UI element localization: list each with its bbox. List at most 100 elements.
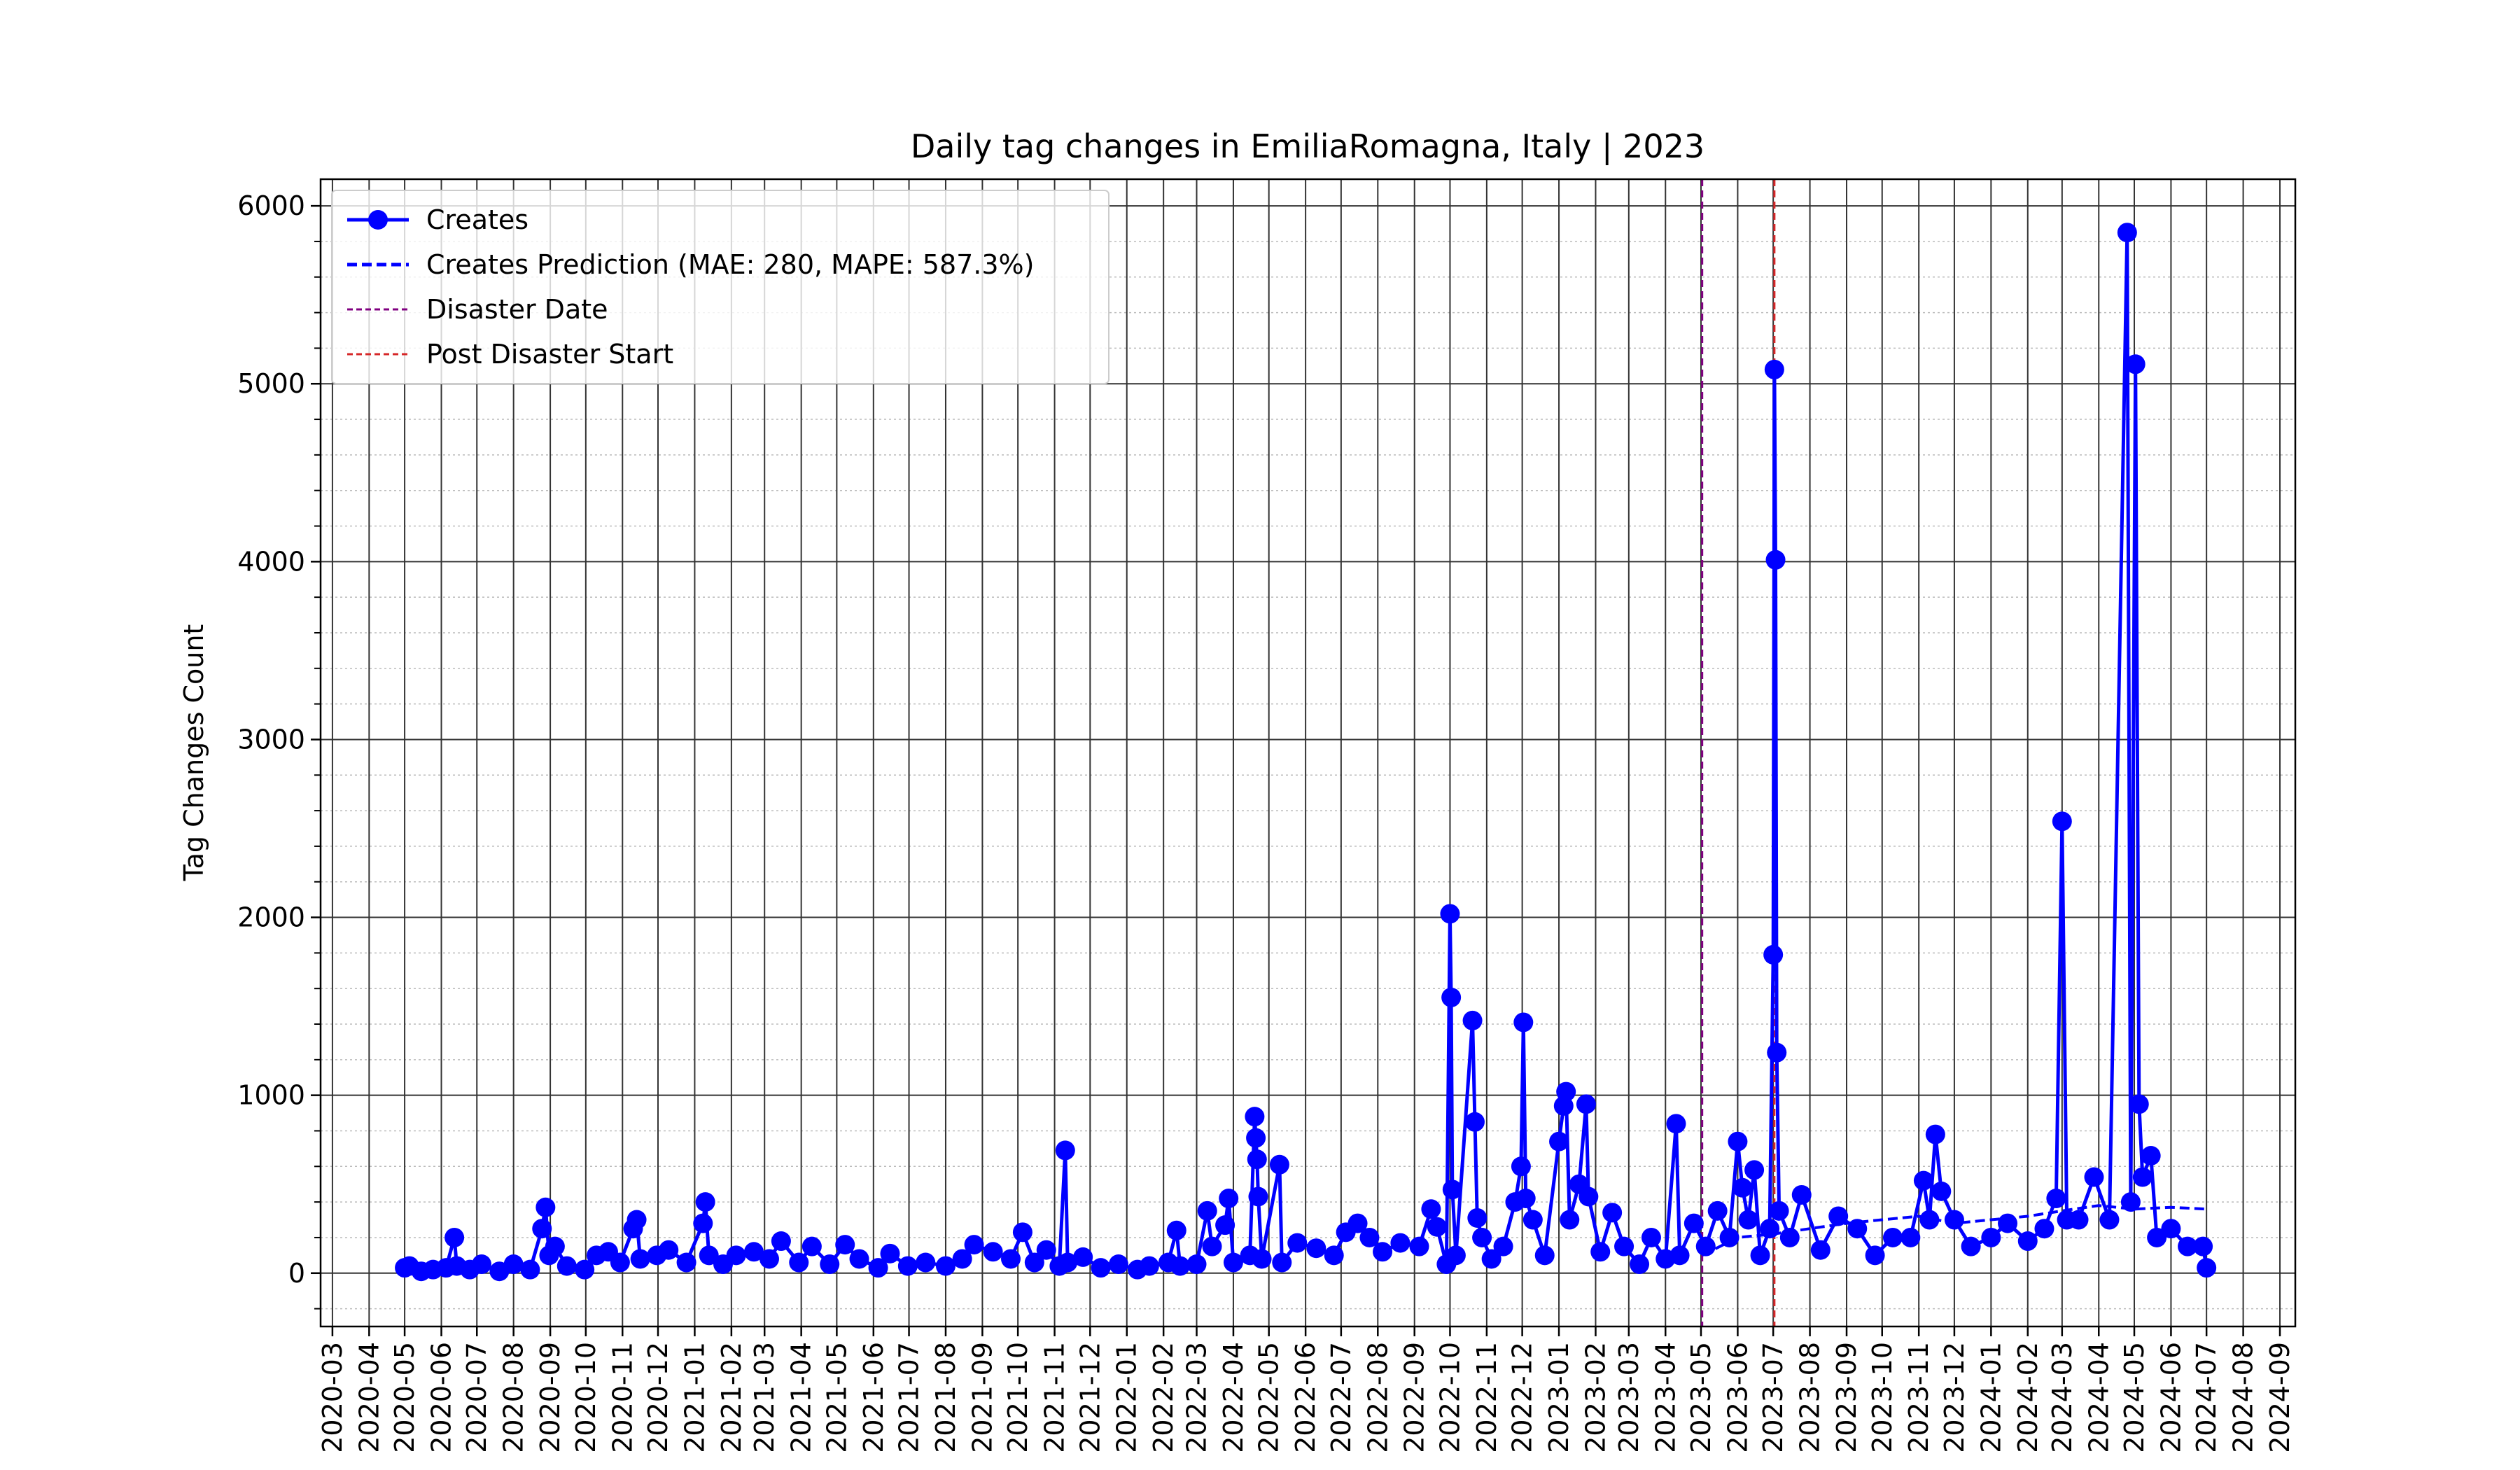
x-tick-label: 2021-12 — [1074, 1342, 1105, 1453]
data-point — [1719, 1227, 1740, 1247]
data-point — [1467, 1208, 1488, 1228]
x-tick-label: 2021-08 — [930, 1342, 961, 1453]
data-point — [2141, 1146, 2161, 1166]
data-point — [743, 1242, 764, 1262]
data-point — [1219, 1189, 1239, 1209]
x-tick-label: 2024-07 — [2191, 1342, 2222, 1453]
data-point — [2117, 223, 2137, 243]
data-point — [1306, 1238, 1326, 1259]
data-point — [2161, 1219, 2181, 1239]
data-point — [1767, 1042, 1787, 1063]
x-tick-label: 2022-03 — [1182, 1342, 1212, 1453]
data-point — [693, 1213, 713, 1233]
data-point — [1359, 1227, 1380, 1247]
data-point — [1919, 1210, 1940, 1230]
data-point — [1272, 1252, 1292, 1273]
data-point — [1728, 1131, 1748, 1152]
data-point — [1390, 1233, 1410, 1253]
data-point — [726, 1245, 746, 1266]
x-tick-label: 2024-09 — [2264, 1342, 2295, 1453]
data-point — [2046, 1189, 2066, 1209]
data-point — [1197, 1200, 1217, 1221]
data-point — [1511, 1156, 1531, 1177]
x-tick-label: 2021-03 — [749, 1342, 780, 1453]
x-tick-label: 2024-05 — [2119, 1342, 2150, 1453]
y-axis-label: Tag Changes Count — [178, 624, 209, 882]
x-tick-label: 2020-07 — [461, 1342, 492, 1453]
data-point — [1828, 1206, 1849, 1226]
x-tick-label: 2023-07 — [1758, 1342, 1788, 1453]
data-point — [1961, 1236, 1981, 1256]
x-tick-label: 2022-10 — [1434, 1342, 1465, 1453]
data-point — [835, 1235, 855, 1255]
data-point — [1684, 1213, 1704, 1233]
data-point — [610, 1252, 630, 1273]
x-tick-label: 2021-06 — [858, 1342, 889, 1453]
data-point — [1944, 1210, 1964, 1230]
data-point — [1247, 1149, 1267, 1170]
data-point — [1602, 1203, 1623, 1223]
data-point — [1000, 1249, 1021, 1269]
data-point — [2193, 1236, 2213, 1256]
x-tick-label: 2022-06 — [1290, 1342, 1321, 1453]
x-tick-label: 2021-11 — [1040, 1342, 1070, 1453]
data-point — [1427, 1217, 1447, 1237]
data-point — [1560, 1210, 1580, 1230]
data-point — [1186, 1254, 1207, 1275]
data-point — [1409, 1236, 1429, 1256]
x-tick-label: 2020-12 — [643, 1342, 673, 1453]
x-tick-label: 2022-02 — [1148, 1342, 1179, 1453]
data-point — [1630, 1254, 1650, 1275]
data-point — [1764, 359, 1784, 379]
data-point — [1769, 1200, 1789, 1221]
data-point — [1139, 1256, 1159, 1276]
x-tick-label: 2020-09 — [535, 1342, 566, 1453]
x-tick-label: 2022-05 — [1254, 1342, 1284, 1453]
y-tick-label: 5000 — [237, 368, 305, 399]
data-point — [1750, 1245, 1770, 1266]
data-point — [695, 1192, 715, 1212]
data-point — [1641, 1227, 1661, 1247]
data-point — [880, 1243, 900, 1264]
data-point — [1900, 1227, 1921, 1247]
x-tick-label: 2024-02 — [2012, 1342, 2043, 1453]
x-tick-label: 2020-06 — [426, 1342, 457, 1453]
data-point — [1732, 1177, 1753, 1198]
chart-title: Daily tag changes in EmiliaRomagna, Ital… — [911, 127, 1704, 166]
data-point — [1810, 1240, 1830, 1260]
x-tick-label: 2022-08 — [1362, 1342, 1393, 1453]
data-point — [545, 1236, 565, 1256]
data-point — [868, 1258, 888, 1278]
data-point — [1073, 1247, 1093, 1267]
data-point — [1707, 1200, 1728, 1221]
data-point — [1215, 1215, 1236, 1236]
data-point — [1462, 1010, 1483, 1030]
data-point — [444, 1227, 465, 1247]
data-point — [1998, 1213, 2018, 1233]
data-point — [1166, 1220, 1186, 1240]
data-point — [1763, 944, 1784, 965]
data-point — [802, 1236, 822, 1256]
data-point — [1223, 1252, 1243, 1273]
data-point — [1170, 1256, 1190, 1276]
x-tick-label: 2020-04 — [354, 1342, 384, 1453]
x-tick-label: 2021-09 — [967, 1342, 997, 1453]
data-point — [1058, 1252, 1078, 1273]
x-tick-label: 2021-04 — [786, 1342, 817, 1453]
data-point — [2052, 811, 2072, 832]
data-point — [1534, 1245, 1555, 1266]
data-point — [699, 1245, 719, 1266]
data-point — [1252, 1249, 1272, 1269]
data-point — [1779, 1227, 1800, 1247]
data-point — [1865, 1245, 1885, 1266]
data-point — [1882, 1227, 1903, 1247]
data-point — [1925, 1124, 1945, 1144]
y-tick-label: 4000 — [237, 546, 305, 577]
data-point — [1440, 904, 1460, 924]
x-tick-label: 2023-01 — [1544, 1342, 1574, 1453]
data-point — [2034, 1219, 2054, 1239]
data-point — [2178, 1236, 2198, 1256]
data-point — [503, 1254, 524, 1275]
